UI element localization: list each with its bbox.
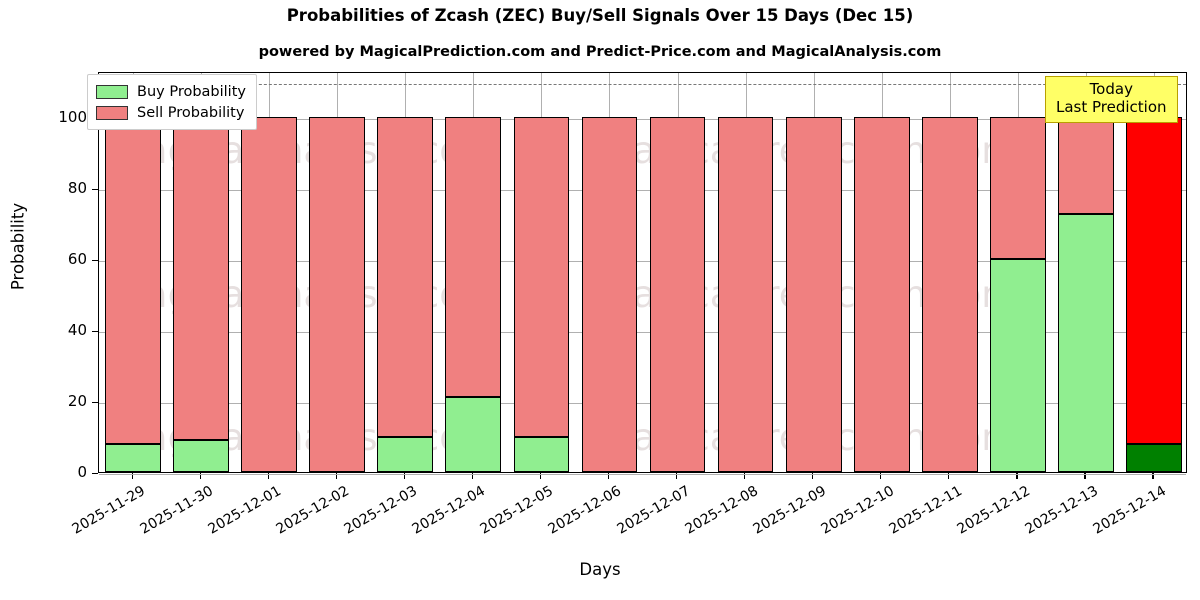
bar-segment-sell (853, 117, 910, 472)
bar-segment-buy (1126, 443, 1182, 472)
y-tick-label: 0 (77, 463, 87, 481)
bar-segment-sell (105, 117, 161, 444)
bar-group (241, 71, 298, 472)
y-tick-mark (92, 472, 98, 474)
y-tick-label: 20 (67, 392, 87, 411)
x-tick-mark (812, 473, 814, 479)
watermark: MagicalAnalysis.com (113, 416, 498, 459)
bar-group (513, 71, 570, 472)
bar-segment-buy (105, 443, 161, 472)
x-tick-mark (948, 473, 950, 479)
x-tick-mark (471, 473, 474, 479)
legend-swatch-sell (96, 105, 128, 120)
bar-segment-buy (1058, 214, 1114, 472)
bar-segment-buy (377, 436, 434, 472)
bar-segment-sell (241, 117, 298, 472)
x-tick-mark (131, 473, 133, 479)
today-label-line2: Last Prediction (1056, 97, 1167, 116)
bar-group (377, 71, 434, 472)
x-tick-mark (199, 473, 201, 479)
bar-segment-sell (173, 117, 229, 441)
x-tick-mark (676, 473, 678, 479)
y-tick-mark (92, 188, 98, 190)
x-tick-mark (880, 473, 882, 479)
legend-label-buy: Buy Probability (137, 83, 246, 100)
bar-segment-buy (445, 397, 502, 472)
bar-group (785, 71, 842, 472)
bar-segment-sell (581, 117, 638, 472)
chart-legend: Buy Probability Sell Probability (87, 74, 257, 130)
y-tick-label: 60 (67, 250, 87, 269)
plot-area: MagicalAnalysis.comMagicalPrediction.com… (98, 71, 1187, 475)
legend-item-buy: Buy Probability (96, 81, 246, 102)
gridline-y-40 (99, 332, 1186, 334)
gridline-y-60 (99, 261, 1186, 263)
chart-title: Probabilities of Zcash (ZEC) Buy/Sell Si… (286, 6, 914, 25)
bar-group (649, 71, 706, 472)
x-tick-mark (403, 473, 405, 479)
bar-segment-sell (717, 117, 774, 472)
y-tick-mark (92, 401, 98, 403)
threshold-line (99, 83, 1186, 85)
x-tick-mark (607, 473, 610, 479)
y-tick-label: 80 (67, 179, 87, 198)
watermark: MagicalAnalysis.com (113, 273, 498, 316)
bar-group (1126, 71, 1182, 472)
x-tick-mark (267, 473, 269, 479)
x-tick-mark (744, 473, 746, 479)
bar-segment-sell (1058, 117, 1114, 214)
bar-group (581, 71, 638, 472)
today-label-line1: Today (1089, 80, 1133, 98)
y-tick-label: 100 (58, 108, 87, 127)
x-tick-mark (335, 473, 337, 479)
legend-item-sell: Sell Probability (96, 102, 246, 123)
bar-segment-sell (649, 117, 706, 472)
gridline-y-80 (99, 190, 1186, 192)
gridline-y-100 (99, 119, 1186, 121)
bar-segment-buy (513, 436, 570, 472)
legend-swatch-buy (96, 84, 128, 99)
today-annotation: Today Last Prediction (1045, 76, 1178, 124)
bar-group (309, 71, 366, 472)
bar-segment-buy (173, 440, 229, 472)
bar-group (989, 71, 1046, 472)
y-tick-label: 40 (67, 321, 87, 340)
gridline-y-0 (99, 474, 1186, 475)
y-tick-mark (92, 330, 98, 332)
x-tick-mark (1016, 473, 1018, 479)
x-tick-mark (539, 473, 542, 479)
bar-segment-sell (513, 117, 570, 437)
bar-segment-sell (921, 117, 978, 472)
bar-group (445, 71, 502, 472)
bar-segment-sell (785, 117, 842, 472)
x-tick-mark (1152, 473, 1154, 479)
bar-group (105, 71, 161, 472)
x-axis-title: Days (579, 560, 621, 579)
bar-segment-sell (1126, 117, 1182, 444)
y-tick-mark (92, 259, 98, 261)
bar-group (717, 71, 774, 472)
y-axis-title: Probability (8, 202, 28, 291)
bar-group (921, 71, 978, 472)
bar-segment-sell (377, 117, 434, 437)
bar-group (853, 71, 910, 472)
legend-label-sell: Sell Probability (137, 104, 245, 121)
bar-segment-sell (309, 117, 366, 472)
bar-group (173, 71, 229, 472)
watermark: MagicalAnalysis.com (113, 129, 498, 172)
bar-segment-sell (989, 117, 1046, 260)
bar-segment-buy (989, 259, 1046, 472)
bar-group (1058, 71, 1114, 472)
gridline-y-20 (99, 403, 1186, 405)
chart-subtitle: powered by MagicalPrediction.com and Pre… (258, 44, 942, 60)
bar-segment-sell (445, 117, 502, 398)
x-tick-mark (1084, 473, 1086, 479)
